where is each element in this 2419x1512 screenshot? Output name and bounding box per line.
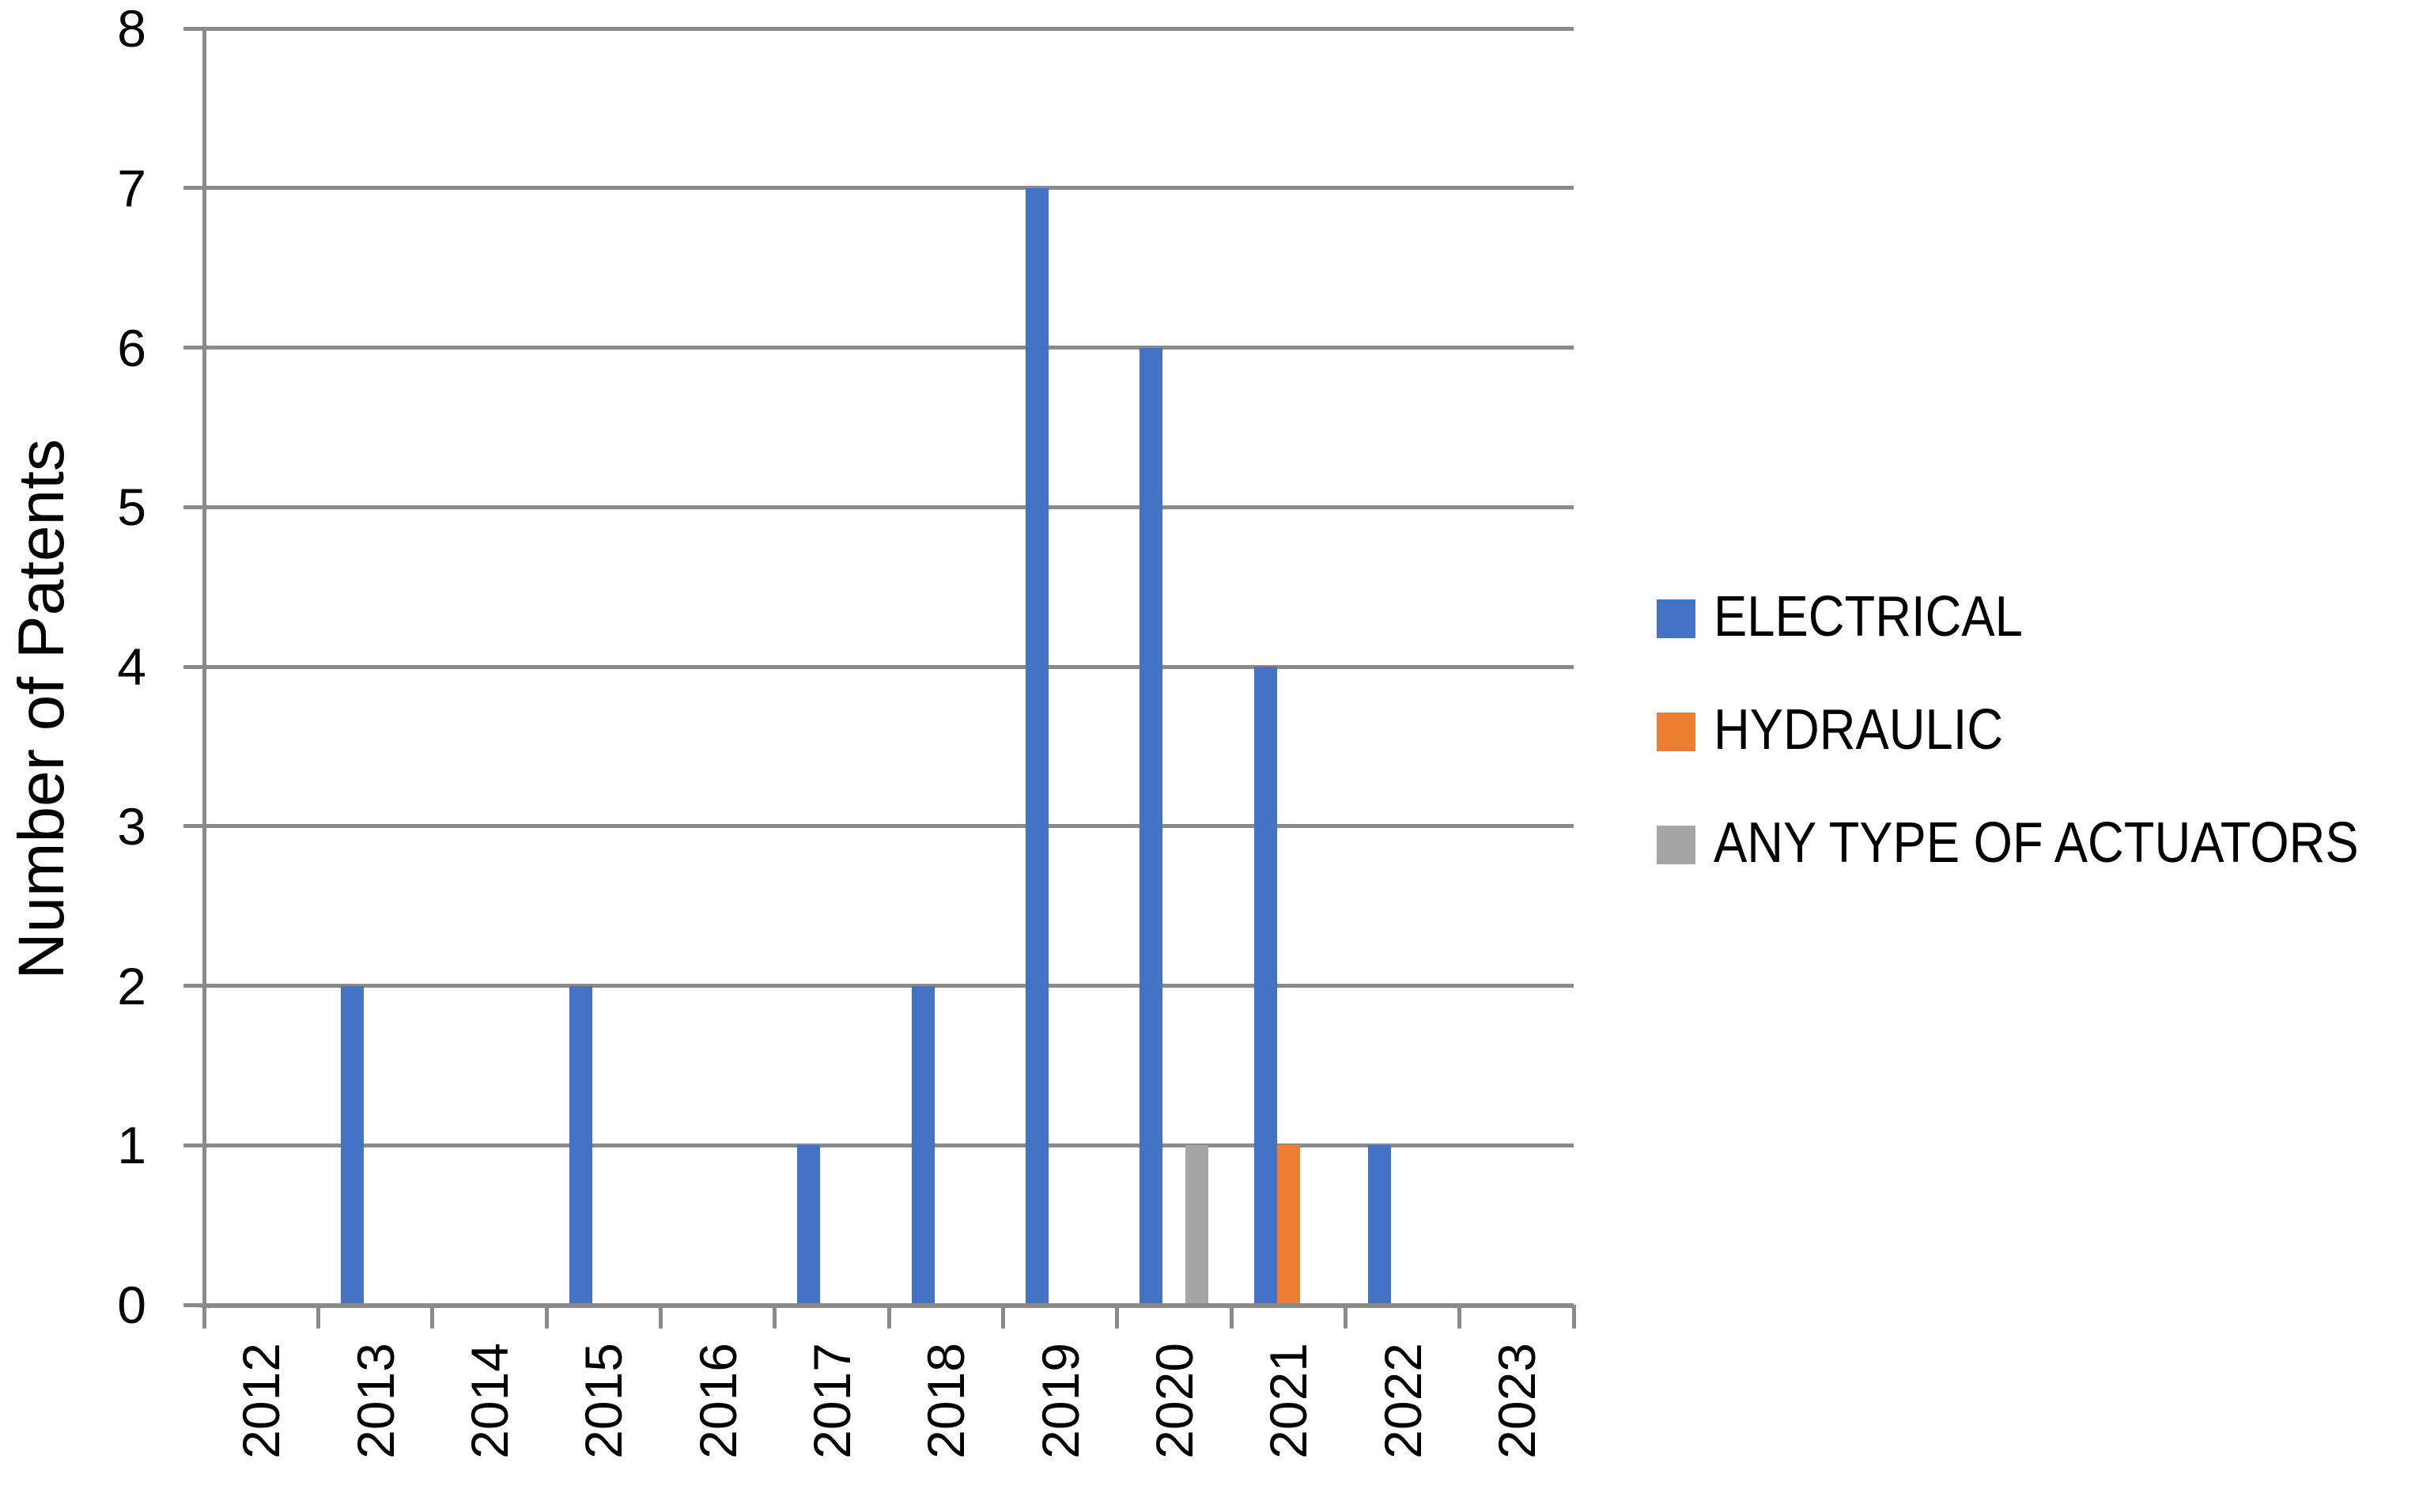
bar-electrical-2022 bbox=[1368, 1145, 1391, 1305]
legend-item-electrical: ELECTRICAL bbox=[1657, 588, 2368, 645]
y-tick-7 bbox=[183, 186, 204, 191]
x-tick-12 bbox=[1571, 1305, 1576, 1329]
bar-hydraulic-2021 bbox=[1276, 1145, 1300, 1305]
legend-label-hydraulic: HYDRAULIC bbox=[1714, 697, 2004, 762]
gridline-y-3 bbox=[204, 824, 1574, 829]
x-tick-0 bbox=[202, 1305, 206, 1329]
x-tick-11 bbox=[1457, 1305, 1462, 1329]
y-tick-2 bbox=[183, 984, 204, 988]
bar-electrical-2021 bbox=[1253, 667, 1277, 1305]
y-tick-label-8: 8 bbox=[117, 0, 146, 58]
bar-electrical-2017 bbox=[797, 1145, 821, 1305]
x-tick-2 bbox=[430, 1305, 435, 1329]
x-tick-6 bbox=[886, 1305, 891, 1329]
y-tick-label-0: 0 bbox=[117, 1276, 146, 1334]
bar-electrical-2013 bbox=[341, 985, 364, 1305]
y-tick-8 bbox=[183, 26, 204, 31]
y-tick-6 bbox=[183, 346, 204, 350]
gridline-y-4 bbox=[204, 664, 1574, 669]
gridline-y-2 bbox=[204, 984, 1574, 988]
x-tick-1 bbox=[316, 1305, 320, 1329]
y-tick-label-2: 2 bbox=[117, 956, 146, 1015]
gridline-y-5 bbox=[204, 505, 1574, 509]
legend-label-any-type-of-actuators: ANY TYPE OF ACTUATORS bbox=[1714, 811, 2359, 875]
y-tick-label-1: 1 bbox=[117, 1116, 146, 1175]
x-tick-7 bbox=[1000, 1305, 1005, 1329]
y-tick-0 bbox=[183, 1302, 204, 1307]
bar-electrical-2015 bbox=[569, 985, 592, 1305]
gridline-y-7 bbox=[204, 186, 1574, 191]
y-tick-3 bbox=[183, 824, 204, 829]
x-tick-8 bbox=[1115, 1305, 1120, 1329]
legend-item-hydraulic: HYDRAULIC bbox=[1657, 701, 2368, 758]
gridline-y-1 bbox=[204, 1143, 1574, 1147]
bar-electrical-2020 bbox=[1140, 347, 1163, 1305]
gridline-y-6 bbox=[204, 346, 1574, 350]
y-tick-label-4: 4 bbox=[117, 637, 146, 696]
y-tick-label-5: 5 bbox=[117, 478, 146, 537]
legend-swatch-electrical bbox=[1657, 599, 1695, 638]
gridline-y-8 bbox=[204, 26, 1574, 31]
x-tick-9 bbox=[1229, 1305, 1234, 1329]
y-tick-5 bbox=[183, 505, 204, 509]
x-tick-3 bbox=[544, 1305, 549, 1329]
legend-swatch-hydraulic bbox=[1657, 713, 1695, 751]
y-tick-label-3: 3 bbox=[117, 796, 146, 856]
legend-label-electrical: ELECTRICAL bbox=[1714, 584, 2023, 648]
y-tick-label-6: 6 bbox=[117, 318, 146, 377]
x-tick-4 bbox=[658, 1305, 663, 1329]
bar-any-type-of-actuators-2020 bbox=[1185, 1145, 1209, 1305]
y-tick-4 bbox=[183, 664, 204, 669]
legend-item-any-type-of-actuators: ANY TYPE OF ACTUATORS bbox=[1657, 815, 2368, 871]
y-axis-line bbox=[202, 28, 206, 1308]
legend-swatch-any-type-of-actuators bbox=[1657, 826, 1695, 864]
x-tick-5 bbox=[773, 1305, 777, 1329]
y-tick-label-7: 7 bbox=[117, 158, 146, 217]
x-tick-10 bbox=[1343, 1305, 1347, 1329]
bar-electrical-2018 bbox=[911, 985, 935, 1305]
y-tick-1 bbox=[183, 1143, 204, 1147]
bar-electrical-2019 bbox=[1026, 187, 1049, 1305]
